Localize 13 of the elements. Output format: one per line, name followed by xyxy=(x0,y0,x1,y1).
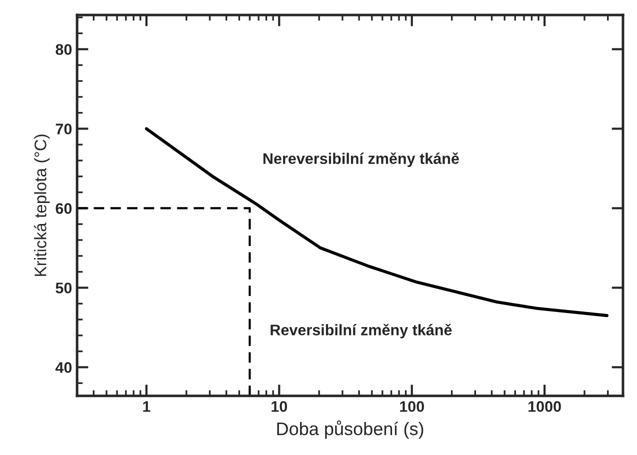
x-tick-label: 100 xyxy=(400,401,424,412)
y-tick-label: 80 xyxy=(56,44,72,55)
y-tick-label: 70 xyxy=(56,124,72,134)
y-axis-title: Kritická teplota (°C) xyxy=(34,134,50,276)
x-tick-label: 1000 xyxy=(528,401,561,412)
y-tick-label: 50 xyxy=(56,282,72,294)
y-tick-label: 40 xyxy=(55,362,72,373)
annotation: Nereversibilní změny tkáně xyxy=(263,152,459,168)
x-tick-label: 10 xyxy=(272,401,288,412)
y-tick-label: 60 xyxy=(56,203,72,214)
x-axis-title: Doba působení (s) xyxy=(277,420,424,439)
annotation: Reversibilní změny tkáně xyxy=(270,324,452,338)
x-tick-label: 1 xyxy=(143,401,150,412)
